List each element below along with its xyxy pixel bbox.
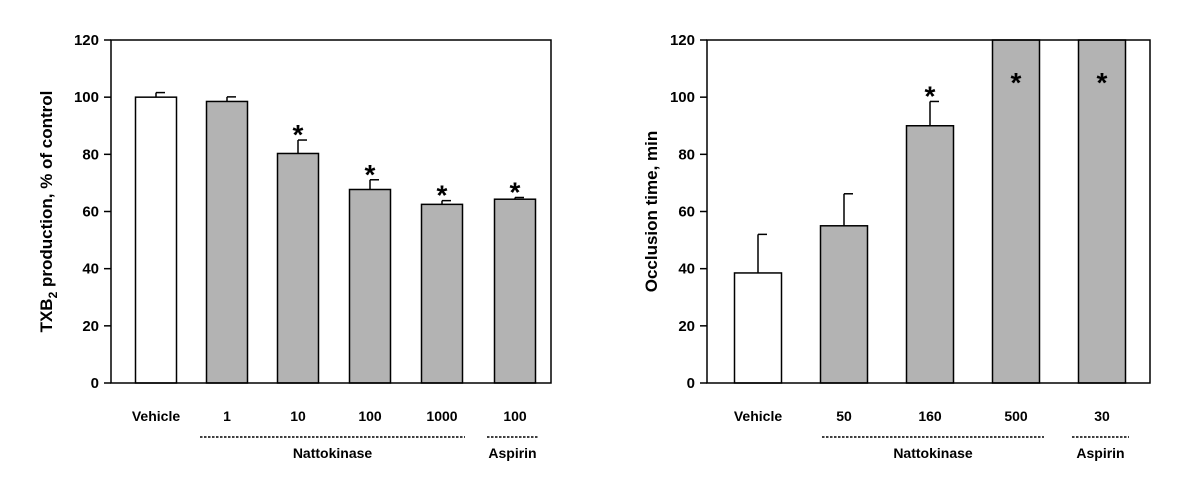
group-label: Nattokinase xyxy=(293,445,373,461)
bar xyxy=(276,152,320,384)
bar xyxy=(134,96,178,384)
plot-frame xyxy=(110,39,552,384)
group-label: Nattokinase xyxy=(893,445,973,461)
y-tick-label: 120 xyxy=(74,32,99,49)
y-axis-title-subscript: 2 xyxy=(46,291,60,298)
x-category-label: 50 xyxy=(836,408,852,424)
significance-star: * xyxy=(925,80,936,111)
x-category-label: 1000 xyxy=(426,408,457,424)
y-axis-title-main: TXB xyxy=(37,298,56,332)
y-tick-label: 20 xyxy=(678,318,695,335)
y-tick-label: 80 xyxy=(82,146,99,163)
bar xyxy=(348,188,392,384)
x-category-label: 160 xyxy=(918,408,942,424)
y-tick-label: 80 xyxy=(678,146,695,163)
x-category-label: 100 xyxy=(358,408,382,424)
y-axis-title: TXB2 production, % of control xyxy=(37,91,60,333)
y-tick-label: 120 xyxy=(670,32,695,49)
y-axis-title: Occlusion time, min xyxy=(642,131,661,293)
significance-star: * xyxy=(1097,67,1108,98)
significance-star: * xyxy=(1011,67,1022,98)
significance-star: * xyxy=(510,176,521,207)
occlusion-time-bar-chart: 0 20 40 60 80 100 120 Vehicle 50 * 160 * 500 * 30 Natto… xyxy=(642,32,1151,461)
x-category-label: 100 xyxy=(503,408,527,424)
txb2-bar-chart: 0 20 40 60 80 100 120 Vehicle 1 * 10 * 100 * 1000 * 100 N… xyxy=(37,32,552,461)
significance-star: * xyxy=(365,159,376,190)
y-axis-title-rest: production, % of control xyxy=(37,91,56,292)
y-tick-label: 20 xyxy=(82,318,99,335)
bar xyxy=(819,225,869,384)
x-category-label: Vehicle xyxy=(734,408,782,424)
y-tick-label: 100 xyxy=(74,89,99,106)
x-category-label: 1 xyxy=(223,408,231,424)
y-tick-label: 60 xyxy=(82,204,99,221)
bar xyxy=(420,203,464,384)
y-tick-label: 40 xyxy=(678,261,695,278)
group-label: Aspirin xyxy=(1076,445,1124,461)
group-label: Aspirin xyxy=(488,445,536,461)
plot-frame xyxy=(706,39,1151,384)
bar xyxy=(991,39,1041,384)
bar xyxy=(205,100,249,384)
bar xyxy=(733,272,783,384)
y-tick-label: 0 xyxy=(687,375,695,392)
significance-star: * xyxy=(293,119,304,150)
y-tick-label: 0 xyxy=(91,375,99,392)
x-category-label: 10 xyxy=(290,408,306,424)
x-category-label: Vehicle xyxy=(132,408,180,424)
bar xyxy=(493,198,537,384)
bar xyxy=(905,125,955,384)
x-category-label: 500 xyxy=(1004,408,1028,424)
x-category-label: 30 xyxy=(1094,408,1110,424)
bar xyxy=(1077,39,1127,384)
y-tick-label: 100 xyxy=(670,89,695,106)
y-tick-label: 60 xyxy=(678,204,695,221)
y-tick-label: 40 xyxy=(82,261,99,278)
significance-star: * xyxy=(437,180,448,211)
